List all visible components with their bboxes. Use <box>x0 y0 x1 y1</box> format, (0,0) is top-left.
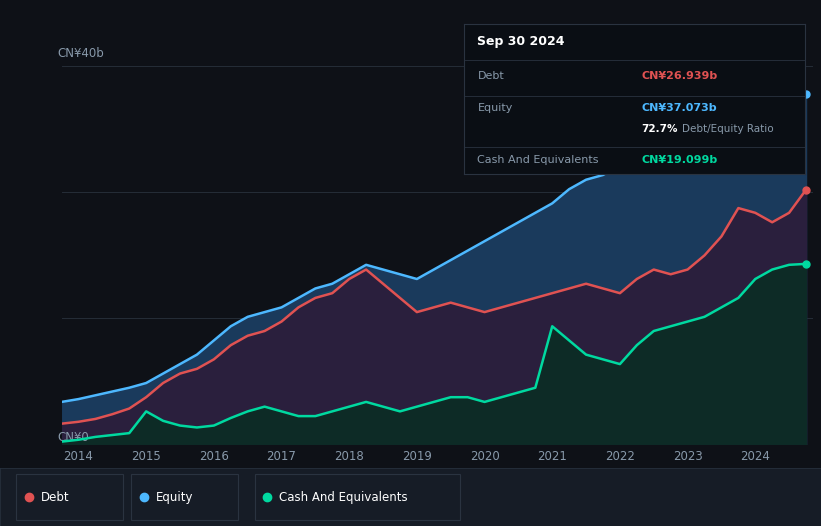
Text: Cash And Equivalents: Cash And Equivalents <box>478 155 599 165</box>
Text: CN¥26.939b: CN¥26.939b <box>641 71 718 81</box>
Text: Debt: Debt <box>478 71 504 81</box>
Text: Debt: Debt <box>41 491 70 503</box>
Text: Sep 30 2024: Sep 30 2024 <box>478 35 565 48</box>
Text: Cash And Equivalents: Cash And Equivalents <box>279 491 408 503</box>
Text: Equity: Equity <box>156 491 194 503</box>
Text: Equity: Equity <box>478 103 513 113</box>
Text: Debt/Equity Ratio: Debt/Equity Ratio <box>682 124 773 134</box>
Text: CN¥0: CN¥0 <box>57 431 89 444</box>
Text: CN¥19.099b: CN¥19.099b <box>641 155 718 165</box>
Text: CN¥40b: CN¥40b <box>57 47 104 60</box>
Text: CN¥37.073b: CN¥37.073b <box>641 103 717 113</box>
Text: 72.7%: 72.7% <box>641 124 677 134</box>
